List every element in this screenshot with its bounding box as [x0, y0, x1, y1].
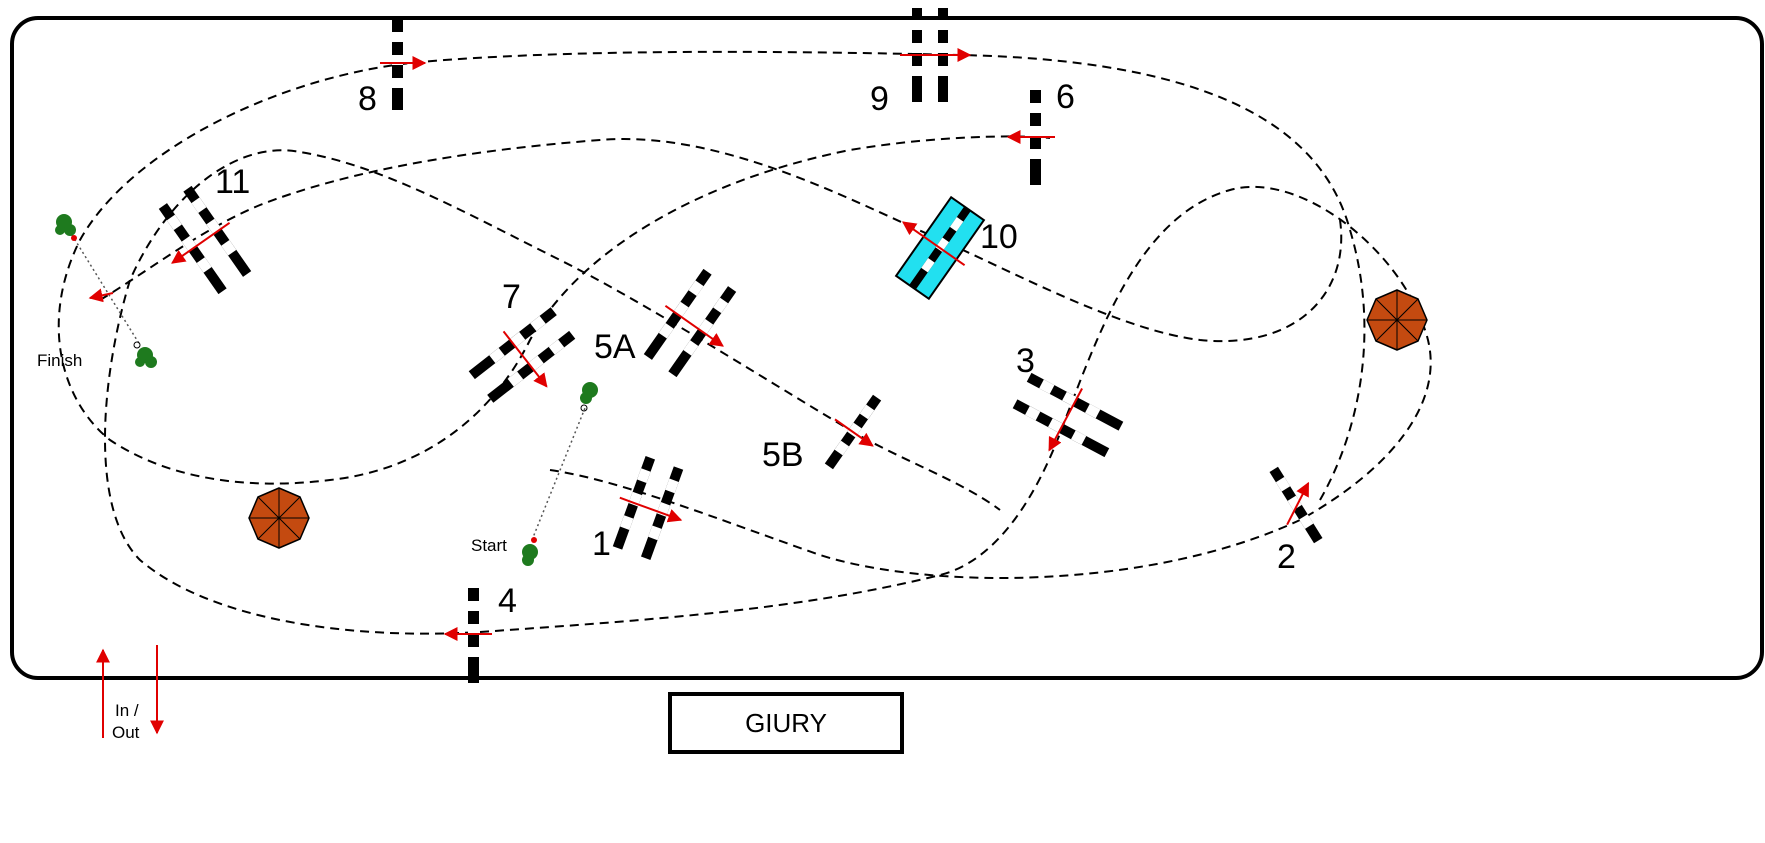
obstacle-label: 2 [1277, 538, 1296, 576]
obstacle-label: 8 [358, 80, 377, 118]
finish-label: Finish [37, 351, 82, 370]
obstacle-label: 9 [870, 80, 889, 118]
obstacle-label: 6 [1056, 78, 1075, 116]
obstacle-5a [643, 268, 737, 378]
start-label: Start [471, 536, 507, 555]
obstacle-label: 1 [592, 525, 611, 563]
obstacle-9 [900, 8, 972, 102]
obstacle-2 [1269, 466, 1323, 544]
umbrella-icon [1366, 289, 1428, 351]
arena-border [10, 16, 1764, 680]
judge-box [668, 692, 904, 754]
entry-exit-arrows [96, 645, 164, 738]
obstacle-label: 5A [594, 328, 636, 366]
obstacle-6 [1006, 90, 1055, 185]
tree-icon [522, 537, 538, 566]
obstacle-7 [468, 307, 576, 403]
umbrella-icon [248, 487, 310, 549]
obstacle-1 [612, 456, 684, 560]
obstacle-label: 7 [502, 278, 521, 316]
obstacle-10 [894, 195, 986, 301]
obstacle-4 [443, 588, 492, 683]
obstacle-label: 11 [215, 163, 250, 201]
obstacle-label: 3 [1016, 342, 1035, 380]
obstacle-label: 5B [762, 436, 804, 474]
obstacle-label: 10 [980, 218, 1018, 256]
finish-line [55, 214, 157, 368]
obstacle-3 [1012, 372, 1124, 458]
obstacle-label: 4 [498, 582, 517, 620]
judge-label: GIURY [745, 708, 827, 738]
tree-icon [133, 341, 157, 368]
entry-label: In / [115, 701, 139, 720]
course-path [57, 50, 1432, 635]
obstacle-8 [380, 20, 427, 110]
obstacle-11 [158, 185, 252, 295]
obstacle-5b [824, 394, 882, 470]
start-line [522, 382, 598, 566]
tree-icon [580, 382, 598, 412]
tree-icon [55, 214, 77, 241]
exit-label: Out [112, 723, 140, 742]
